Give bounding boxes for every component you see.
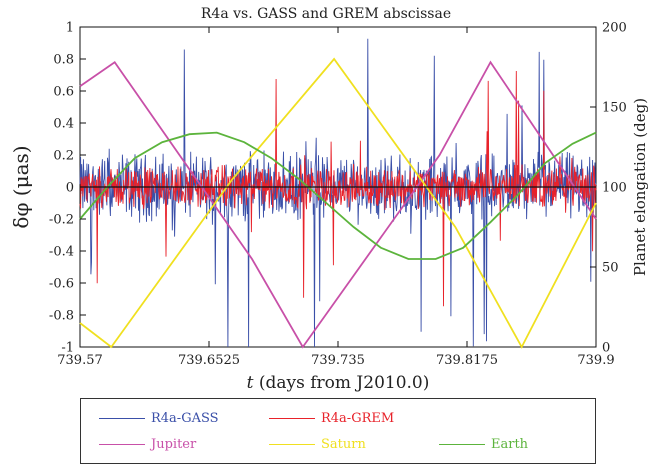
legend-item-r4a-gass: R4a-GASS bbox=[99, 409, 219, 427]
x-axis-title-unit: (days from J2010.0) bbox=[253, 373, 429, 393]
legend-item-jupiter: Jupiter bbox=[99, 435, 196, 453]
series-line-earth bbox=[79, 131, 597, 260]
y-tick-label-right: 100 bbox=[602, 181, 627, 196]
x-tick-label: 739.735 bbox=[311, 353, 365, 368]
series-line-saturn bbox=[79, 57, 597, 349]
y-tick-label-right: 150 bbox=[602, 101, 627, 116]
x-tick-label: 739.6525 bbox=[178, 353, 240, 368]
legend-swatch bbox=[269, 417, 315, 419]
x-tick-label: 739.8175 bbox=[436, 353, 498, 368]
y-tick-label-right: 50 bbox=[602, 261, 619, 276]
series-layer bbox=[79, 38, 597, 349]
legend: R4a-GASS R4a-GREM Jupiter Saturn Earth bbox=[80, 398, 596, 464]
y-tick-label-right: 0 bbox=[602, 341, 610, 356]
legend-label: Saturn bbox=[321, 436, 366, 452]
y-axis-title-right: Planet elongation (deg) bbox=[631, 98, 649, 276]
y-tick-label-left: 0.4 bbox=[53, 117, 74, 132]
y-tick-label-left: -0.4 bbox=[49, 245, 74, 260]
x-axis-title: t (days from J2010.0) bbox=[247, 373, 430, 393]
legend-label: R4a-GASS bbox=[151, 410, 219, 426]
legend-swatch bbox=[269, 443, 315, 445]
y-tick-label-left: -1 bbox=[61, 341, 74, 356]
series-line-jupiter bbox=[79, 60, 597, 349]
y-axis-title-left: δφ (μas) bbox=[9, 145, 33, 228]
legend-item-r4a-grem: R4a-GREM bbox=[269, 409, 394, 427]
axis-layer: 739.57 739.6525 739.735 739.8175 739.9 1 0.8 0.… bbox=[49, 21, 627, 369]
y-tick-label-left: 0.6 bbox=[53, 85, 74, 100]
y-tick-label-left: -0.2 bbox=[49, 213, 74, 228]
y-tick-label-left: 0.8 bbox=[53, 53, 74, 68]
y-tick-label-left: 0 bbox=[66, 181, 74, 196]
x-axis-title-variable: t bbox=[247, 373, 254, 393]
x-tick-label: 739.9 bbox=[577, 353, 614, 368]
y-tick-label-right: 200 bbox=[602, 21, 627, 36]
legend-item-saturn: Saturn bbox=[269, 435, 366, 453]
y-tick-label-left: 0.2 bbox=[53, 149, 74, 164]
legend-swatch bbox=[99, 443, 145, 445]
legend-label: Earth bbox=[491, 436, 529, 452]
y-tick-label-left: 1 bbox=[66, 21, 74, 36]
y-tick-label-left: -0.6 bbox=[49, 277, 74, 292]
legend-swatch bbox=[439, 443, 485, 445]
legend-swatch bbox=[99, 417, 145, 419]
legend-label: R4a-GREM bbox=[321, 410, 395, 426]
x-tick-label: 739.57 bbox=[57, 353, 103, 368]
legend-item-earth: Earth bbox=[439, 435, 528, 453]
series-line-r4a-grem bbox=[79, 70, 597, 307]
chart-title: R4a vs. GASS and GREM abscissae bbox=[201, 6, 451, 22]
y-tick-label-left: -0.8 bbox=[49, 309, 74, 324]
legend-label: Jupiter bbox=[151, 436, 197, 452]
